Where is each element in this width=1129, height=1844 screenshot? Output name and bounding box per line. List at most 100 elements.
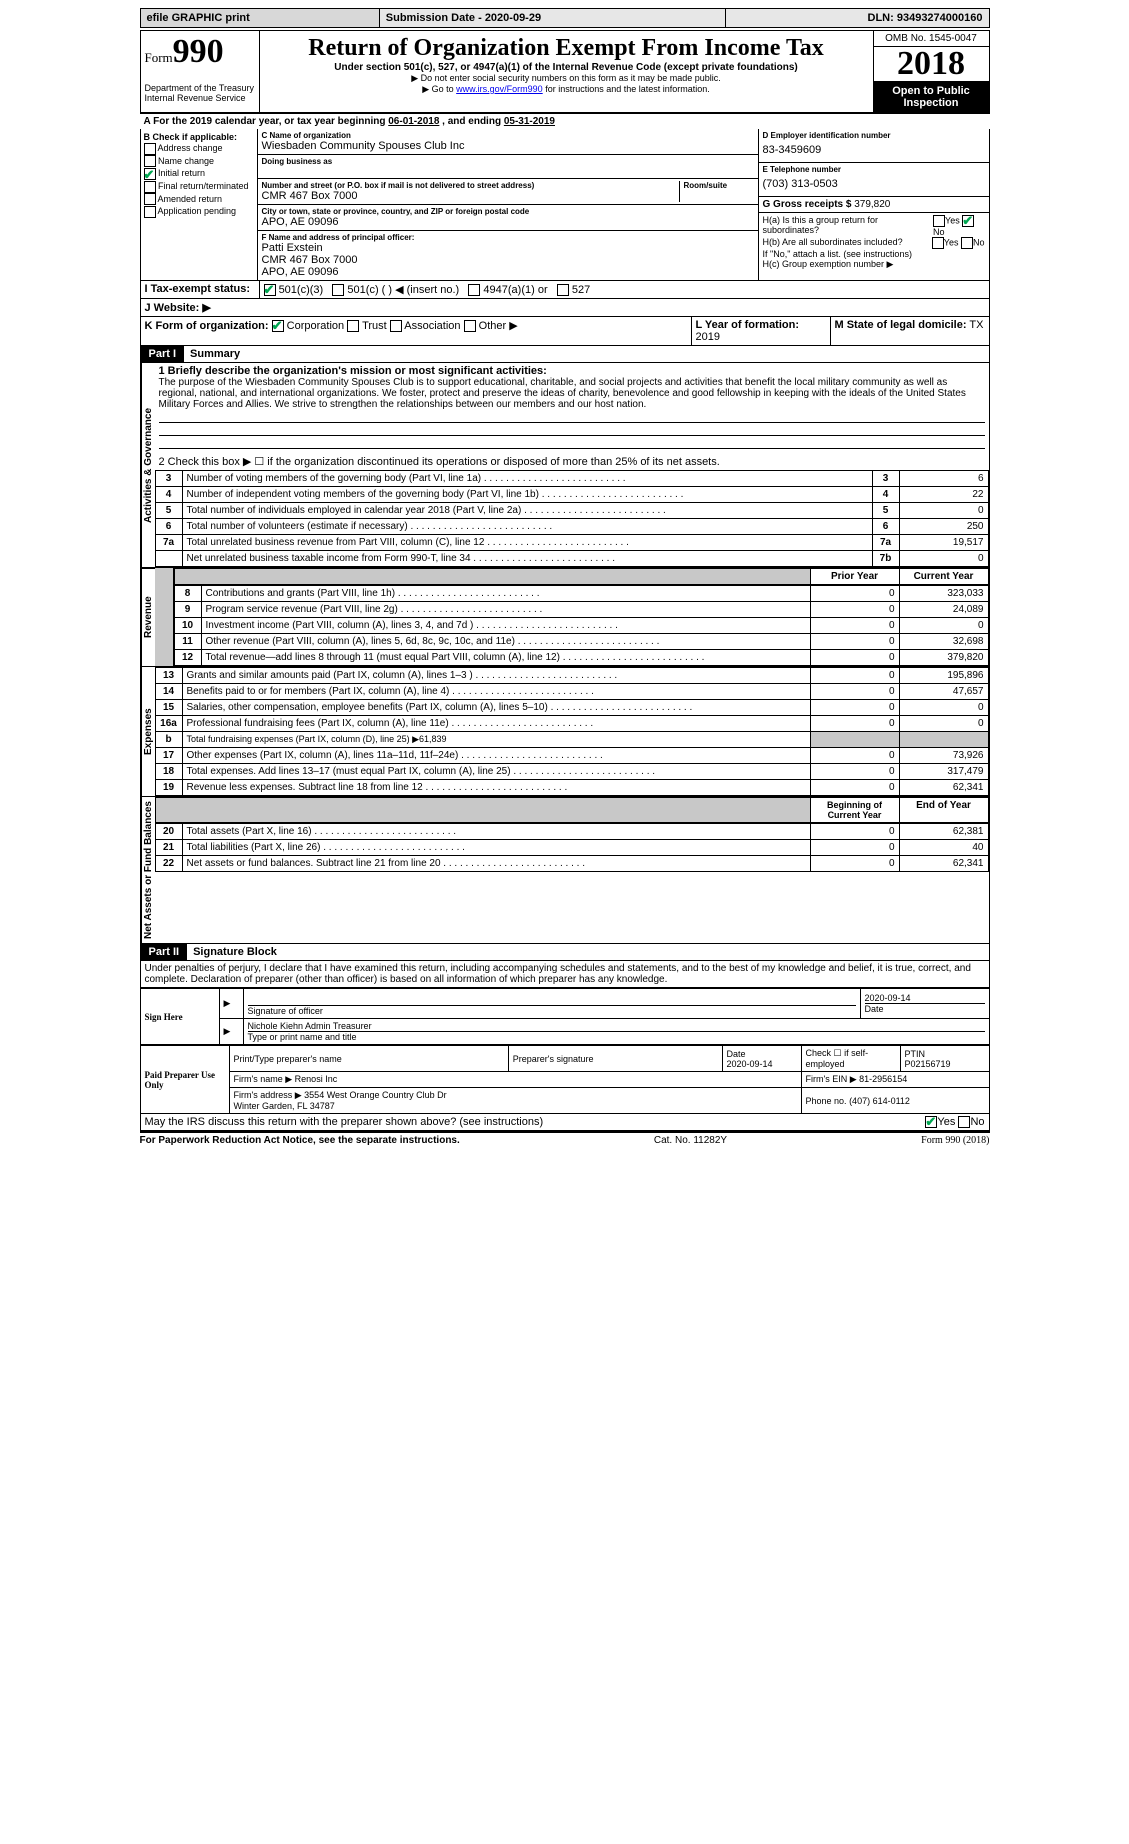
exp-rows-15: 15Salaries, other compensation, employee…: [155, 700, 988, 716]
q2-label: 2 Check this box ▶ ☐ if the organization…: [159, 455, 985, 468]
efile-print-button[interactable]: efile GRAPHIC print: [140, 9, 379, 28]
exp-rows-14: 14Benefits paid to or for members (Part …: [155, 684, 988, 700]
net-rows-22: 22Net assets or fund balances. Subtract …: [155, 856, 988, 872]
rev-rows-10: 10Investment income (Part VIII, column (…: [174, 618, 988, 634]
box-c-label: C Name of organization: [262, 131, 754, 140]
exp-rows-b: bTotal fundraising expenses (Part IX, co…: [155, 732, 988, 748]
form-990-label: Form990: [145, 35, 255, 69]
sign-here-label: Sign Here: [140, 989, 219, 1045]
boxb-opt-3[interactable]: Final return/terminated: [144, 180, 254, 193]
phone: (703) 313-0503: [763, 174, 985, 194]
street-label: Number and street (or P.O. box if mail i…: [262, 181, 679, 190]
ptin: P02156719: [905, 1059, 951, 1069]
trust-checkbox[interactable]: [347, 320, 359, 332]
row-i: I Tax-exempt status: 501(c)(3) 501(c) ( …: [140, 281, 990, 299]
gov-row-3: 3Number of voting members of the governi…: [155, 471, 988, 487]
row-j: J Website: ▶: [140, 299, 990, 317]
hb-yes-checkbox[interactable]: [932, 237, 944, 249]
officer-print-name: Nichole Kiehn Admin Treasurer: [248, 1021, 985, 1032]
current-year-header: Current Year: [899, 569, 988, 585]
end-year-header: End of Year: [899, 798, 988, 823]
irs-link-note: Go to www.irs.gov/Form990 for instructio…: [264, 84, 869, 95]
gov-row-5: 5Total number of individuals employed in…: [155, 503, 988, 519]
preparer-sig-label: Preparer's signature: [508, 1046, 722, 1072]
dept-treasury: Department of the Treasury Internal Reve…: [145, 83, 255, 103]
net-assets-label: Net Assets or Fund Balances: [141, 797, 155, 943]
box-e-label: E Telephone number: [763, 165, 985, 174]
officer-name: Patti Exstein: [262, 242, 754, 254]
gov-row-4: 4Number of independent voting members of…: [155, 487, 988, 503]
exp-rows-17: 17Other expenses (Part IX, column (A), l…: [155, 748, 988, 764]
h-a: H(a) Is this a group return for subordin…: [763, 215, 985, 237]
hb-note: If "No," attach a list. (see instruction…: [763, 249, 985, 259]
begin-year-header: Beginning of Current Year: [810, 798, 899, 823]
boxb-opt-5[interactable]: Application pending: [144, 205, 254, 218]
city-label: City or town, state or province, country…: [262, 207, 754, 216]
discuss-no-checkbox[interactable]: [958, 1116, 970, 1128]
box-b: B Check if applicable: Address change Na…: [141, 129, 258, 280]
rev-rows-8: 8Contributions and grants (Part VIII, li…: [174, 586, 988, 602]
discuss-yes-checkbox[interactable]: [925, 1116, 937, 1128]
boxb-opt-2[interactable]: Initial return: [144, 167, 254, 180]
gross-receipts: G Gross receipts $ 379,820: [759, 197, 989, 213]
page-footer: For Paperwork Reduction Act Notice, see …: [140, 1131, 990, 1148]
self-employed-check: Check ☐ if self-employed: [801, 1046, 900, 1072]
print-name-label: Type or print name and title: [248, 1032, 357, 1042]
form-title: Return of Organization Exempt From Incom…: [264, 35, 869, 62]
assoc-checkbox[interactable]: [390, 320, 402, 332]
period-row: A For the 2019 calendar year, or tax yea…: [140, 113, 990, 129]
governance-label: Activities & Governance: [141, 363, 155, 567]
tax-year: 2018: [874, 47, 989, 82]
org-name: Wiesbaden Community Spouses Club Inc: [262, 140, 754, 152]
exp-rows-18: 18Total expenses. Add lines 13–17 (must …: [155, 764, 988, 780]
boxb-opt-1[interactable]: Name change: [144, 155, 254, 168]
street: CMR 467 Box 7000: [262, 190, 679, 202]
rev-rows-11: 11Other revenue (Part VIII, column (A), …: [174, 634, 988, 650]
expenses-label: Expenses: [141, 667, 155, 796]
irs-gov-link[interactable]: www.irs.gov/Form990: [456, 84, 543, 94]
boxb-opt-4[interactable]: Amended return: [144, 193, 254, 206]
rev-rows-12: 12Total revenue—add lines 8 through 11 (…: [174, 650, 988, 666]
row-k-l-m: K Form of organization: Corporation Trus…: [140, 317, 990, 346]
ha-no-checkbox[interactable]: [962, 215, 974, 227]
h-c: H(c) Group exemption number ▶: [763, 259, 985, 270]
527-checkbox[interactable]: [557, 284, 569, 296]
h-b: H(b) Are all subordinates included? Yes …: [763, 237, 985, 249]
form-header: Form990 Department of the Treasury Inter…: [140, 30, 990, 113]
exp-rows-16a: 16aProfessional fundraising fees (Part I…: [155, 716, 988, 732]
prior-year-header: Prior Year: [810, 569, 899, 585]
4947-checkbox[interactable]: [468, 284, 480, 296]
part2-header: Part IISignature Block: [140, 944, 990, 961]
city: APO, AE 09096: [262, 216, 754, 228]
topbar: efile GRAPHIC print Submission Date - 20…: [140, 8, 990, 28]
firm-ein: 81-2956154: [859, 1074, 907, 1084]
box-d-label: D Employer identification number: [763, 131, 985, 140]
boxb-opt-0[interactable]: Address change: [144, 142, 254, 155]
submission-date: Submission Date - 2020-09-29: [379, 9, 725, 28]
gov-row-7a: 7aTotal unrelated business revenue from …: [155, 535, 988, 551]
officer-addr1: CMR 467 Box 7000: [262, 254, 754, 266]
paid-preparer-label: Paid Preparer Use Only: [140, 1046, 229, 1114]
open-to-public: Open to Public Inspection: [874, 82, 989, 112]
501c-checkbox[interactable]: [332, 284, 344, 296]
sig-officer-label: Signature of officer: [248, 1006, 323, 1016]
ha-yes-checkbox[interactable]: [933, 215, 945, 227]
dln: DLN: 93493274000160: [726, 9, 989, 28]
firm-name: Renosi Inc: [295, 1074, 338, 1084]
form-subtitle: Under section 501(c), 527, or 4947(a)(1)…: [264, 62, 869, 73]
firm-phone: (407) 614-0112: [849, 1096, 910, 1106]
501c3-checkbox[interactable]: [264, 284, 276, 296]
hb-no-checkbox[interactable]: [961, 237, 973, 249]
declaration: Under penalties of perjury, I declare th…: [140, 961, 990, 988]
revenue-label: Revenue: [141, 568, 155, 666]
box-f-label: F Name and address of principal officer:: [262, 233, 754, 242]
sig-date: 2020-09-14: [865, 993, 985, 1004]
exp-rows-19: 19Revenue less expenses. Subtract line 1…: [155, 780, 988, 796]
gov-row-6: 6Total number of volunteers (estimate if…: [155, 519, 988, 535]
rev-rows-9: 9Program service revenue (Part VIII, lin…: [174, 602, 988, 618]
ein: 83-3459609: [763, 140, 985, 160]
corp-checkbox[interactable]: [272, 320, 284, 332]
other-checkbox[interactable]: [464, 320, 476, 332]
net-rows-21: 21Total liabilities (Part X, line 26)040: [155, 840, 988, 856]
info-grid: B Check if applicable: Address change Na…: [140, 129, 990, 281]
